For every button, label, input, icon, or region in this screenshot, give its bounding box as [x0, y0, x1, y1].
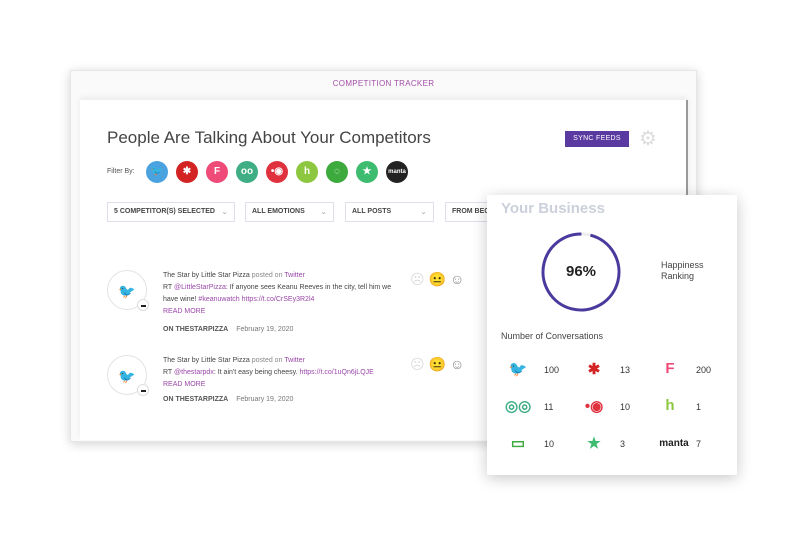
filter-label: Filter By:: [107, 168, 135, 175]
dropdown-value: FROM BEG: [452, 208, 490, 215]
post-url-link[interactable]: https://t.co/CrSEy3R2l4: [241, 296, 315, 303]
dropdown-value: ALL EMOTIONS: [252, 208, 305, 215]
post-author[interactable]: The Star by Little Star Pizza: [163, 357, 250, 364]
competitors-dropdown[interactable]: 5 COMPETITOR(S) SELECTED ⌄: [107, 202, 235, 222]
source-badge-icon: [137, 299, 149, 311]
foursquare-count: 200: [696, 365, 712, 375]
post-date: February 19, 2020: [236, 396, 294, 403]
post-meta: ON THESTARPIZZA February 19, 2020: [163, 396, 293, 403]
post-author[interactable]: The Star by Little Star Pizza: [163, 272, 250, 279]
post-prefix: RT: [163, 369, 175, 376]
sentiment-icons: ☹😐☺: [410, 356, 468, 373]
post-network-link[interactable]: Twitter: [284, 272, 305, 279]
happy-face-icon[interactable]: ☺: [450, 271, 469, 287]
read-more-link[interactable]: READ MORE: [163, 308, 206, 315]
twitter-icon: 🐦: [508, 361, 528, 378]
tripadvisor-count: 11: [544, 402, 554, 412]
manta-icon: manta: [659, 438, 689, 449]
post-header: The Star by Little Star Pizza posted on …: [163, 355, 403, 367]
filter-twitter-icon[interactable]: 🐦: [146, 161, 168, 183]
page-title: People Are Talking About Your Competitor…: [107, 128, 431, 147]
source-badge-icon: [137, 384, 149, 396]
post-body: RT @LittleStarPizza: If anyone sees Kean…: [163, 282, 403, 318]
happiness-label-line: Ranking: [661, 271, 695, 281]
twitter-avatar-icon: 🐦: [107, 270, 149, 311]
post-account[interactable]: ON THESTARPIZZA: [163, 396, 229, 403]
filter-yelp-icon[interactable]: ✱: [176, 161, 198, 183]
gear-icon[interactable]: ⚙: [639, 128, 657, 150]
neutral-face-icon[interactable]: 😐: [428, 271, 451, 287]
happy-face-icon[interactable]: ☺: [450, 356, 469, 372]
neutral-face-icon[interactable]: 😐: [428, 356, 451, 372]
star-count: 3: [620, 439, 626, 449]
foursquare-icon: F: [665, 360, 675, 377]
post-text: : It ain't easy being cheesy.: [213, 369, 300, 376]
post-item: 🐦 The Star by Little Star Pizza posted o…: [107, 270, 477, 350]
yext-count: 10: [620, 402, 631, 412]
post-prefix: RT: [163, 284, 175, 291]
filter-yext-icon[interactable]: •◉: [266, 161, 288, 183]
houzz-count: 1: [696, 402, 702, 412]
conversations-label: Number of Conversations: [501, 331, 604, 341]
chevron-down-icon: ⌄: [320, 207, 327, 216]
post-text: : If anyone sees Keanu Reeves in the cit…: [163, 284, 392, 303]
chevron-down-icon: ⌄: [420, 207, 427, 216]
yelp-count: 13: [620, 365, 631, 375]
twitter-avatar-icon: 🐦: [107, 355, 149, 396]
post-body: RT @thestarpdx: It ain't easy being chee…: [163, 367, 403, 391]
post-date: February 19, 2020: [236, 326, 294, 333]
happiness-ring: [541, 232, 621, 312]
happiness-label-line: Happiness: [661, 260, 704, 270]
post-account[interactable]: ON THESTARPIZZA: [163, 326, 229, 333]
yelp-icon: ✱: [587, 361, 601, 378]
posted-on-text: posted on: [251, 357, 283, 364]
filter-houzz-icon[interactable]: h: [296, 161, 318, 183]
happiness-percent: 96%: [565, 263, 597, 280]
post-url-link[interactable]: https://t.co/1uQn6jLQJE: [299, 369, 374, 376]
post-hashtag-link[interactable]: #keanuwatch: [198, 296, 240, 303]
yext-icon: •◉: [584, 398, 604, 415]
chevron-down-icon: ⌄: [221, 207, 228, 216]
chat-count: 10: [544, 439, 555, 449]
sync-feeds-button[interactable]: SYNC FEEDS: [565, 131, 629, 147]
filter-foursquare-icon[interactable]: F: [206, 161, 228, 183]
post-item: 🐦 The Star by Little Star Pizza posted o…: [107, 355, 477, 435]
filter-chat-icon[interactable]: ◌: [326, 161, 348, 183]
filter-tripadvisor-icon[interactable]: oo: [236, 161, 258, 183]
sentiment-icons: ☹😐☺: [410, 271, 468, 288]
chat-icon: ▭: [510, 435, 526, 452]
scrollbar[interactable]: [686, 100, 688, 220]
post-header: The Star by Little Star Pizza posted on …: [163, 270, 403, 282]
tracker-title: COMPETITION TRACKER: [332, 79, 435, 88]
post-handle-link[interactable]: @LittleStarPizza: [174, 284, 226, 291]
dropdown-value: ALL POSTS: [352, 208, 392, 215]
posted-on-text: posted on: [251, 272, 283, 279]
star-icon: ★: [587, 435, 601, 452]
post-network-link[interactable]: Twitter: [284, 357, 305, 364]
emotions-dropdown[interactable]: ALL EMOTIONS ⌄: [245, 202, 334, 222]
tripadvisor-icon: ◎◎: [505, 398, 532, 415]
read-more-link[interactable]: READ MORE: [163, 381, 206, 388]
happiness-label: Happiness Ranking: [661, 260, 704, 282]
houzz-icon: h: [665, 397, 675, 414]
posts-dropdown[interactable]: ALL POSTS ⌄: [345, 202, 434, 222]
post-meta: ON THESTARPIZZA February 19, 2020: [163, 326, 293, 333]
twitter-count: 100: [544, 365, 560, 375]
manta-count: 7: [696, 439, 702, 449]
sad-face-icon[interactable]: ☹: [410, 356, 429, 372]
sad-face-icon[interactable]: ☹: [410, 271, 429, 287]
business-title: Your Business: [501, 200, 605, 217]
filter-star-icon[interactable]: ★: [356, 161, 378, 183]
your-business-card: Your Business 96% Happiness Ranking Numbe…: [487, 195, 737, 475]
filter-manta-icon[interactable]: manta: [386, 161, 408, 183]
post-handle-link[interactable]: @thestarpdx: [174, 369, 214, 376]
dropdown-value: 5 COMPETITOR(S) SELECTED: [114, 208, 215, 215]
